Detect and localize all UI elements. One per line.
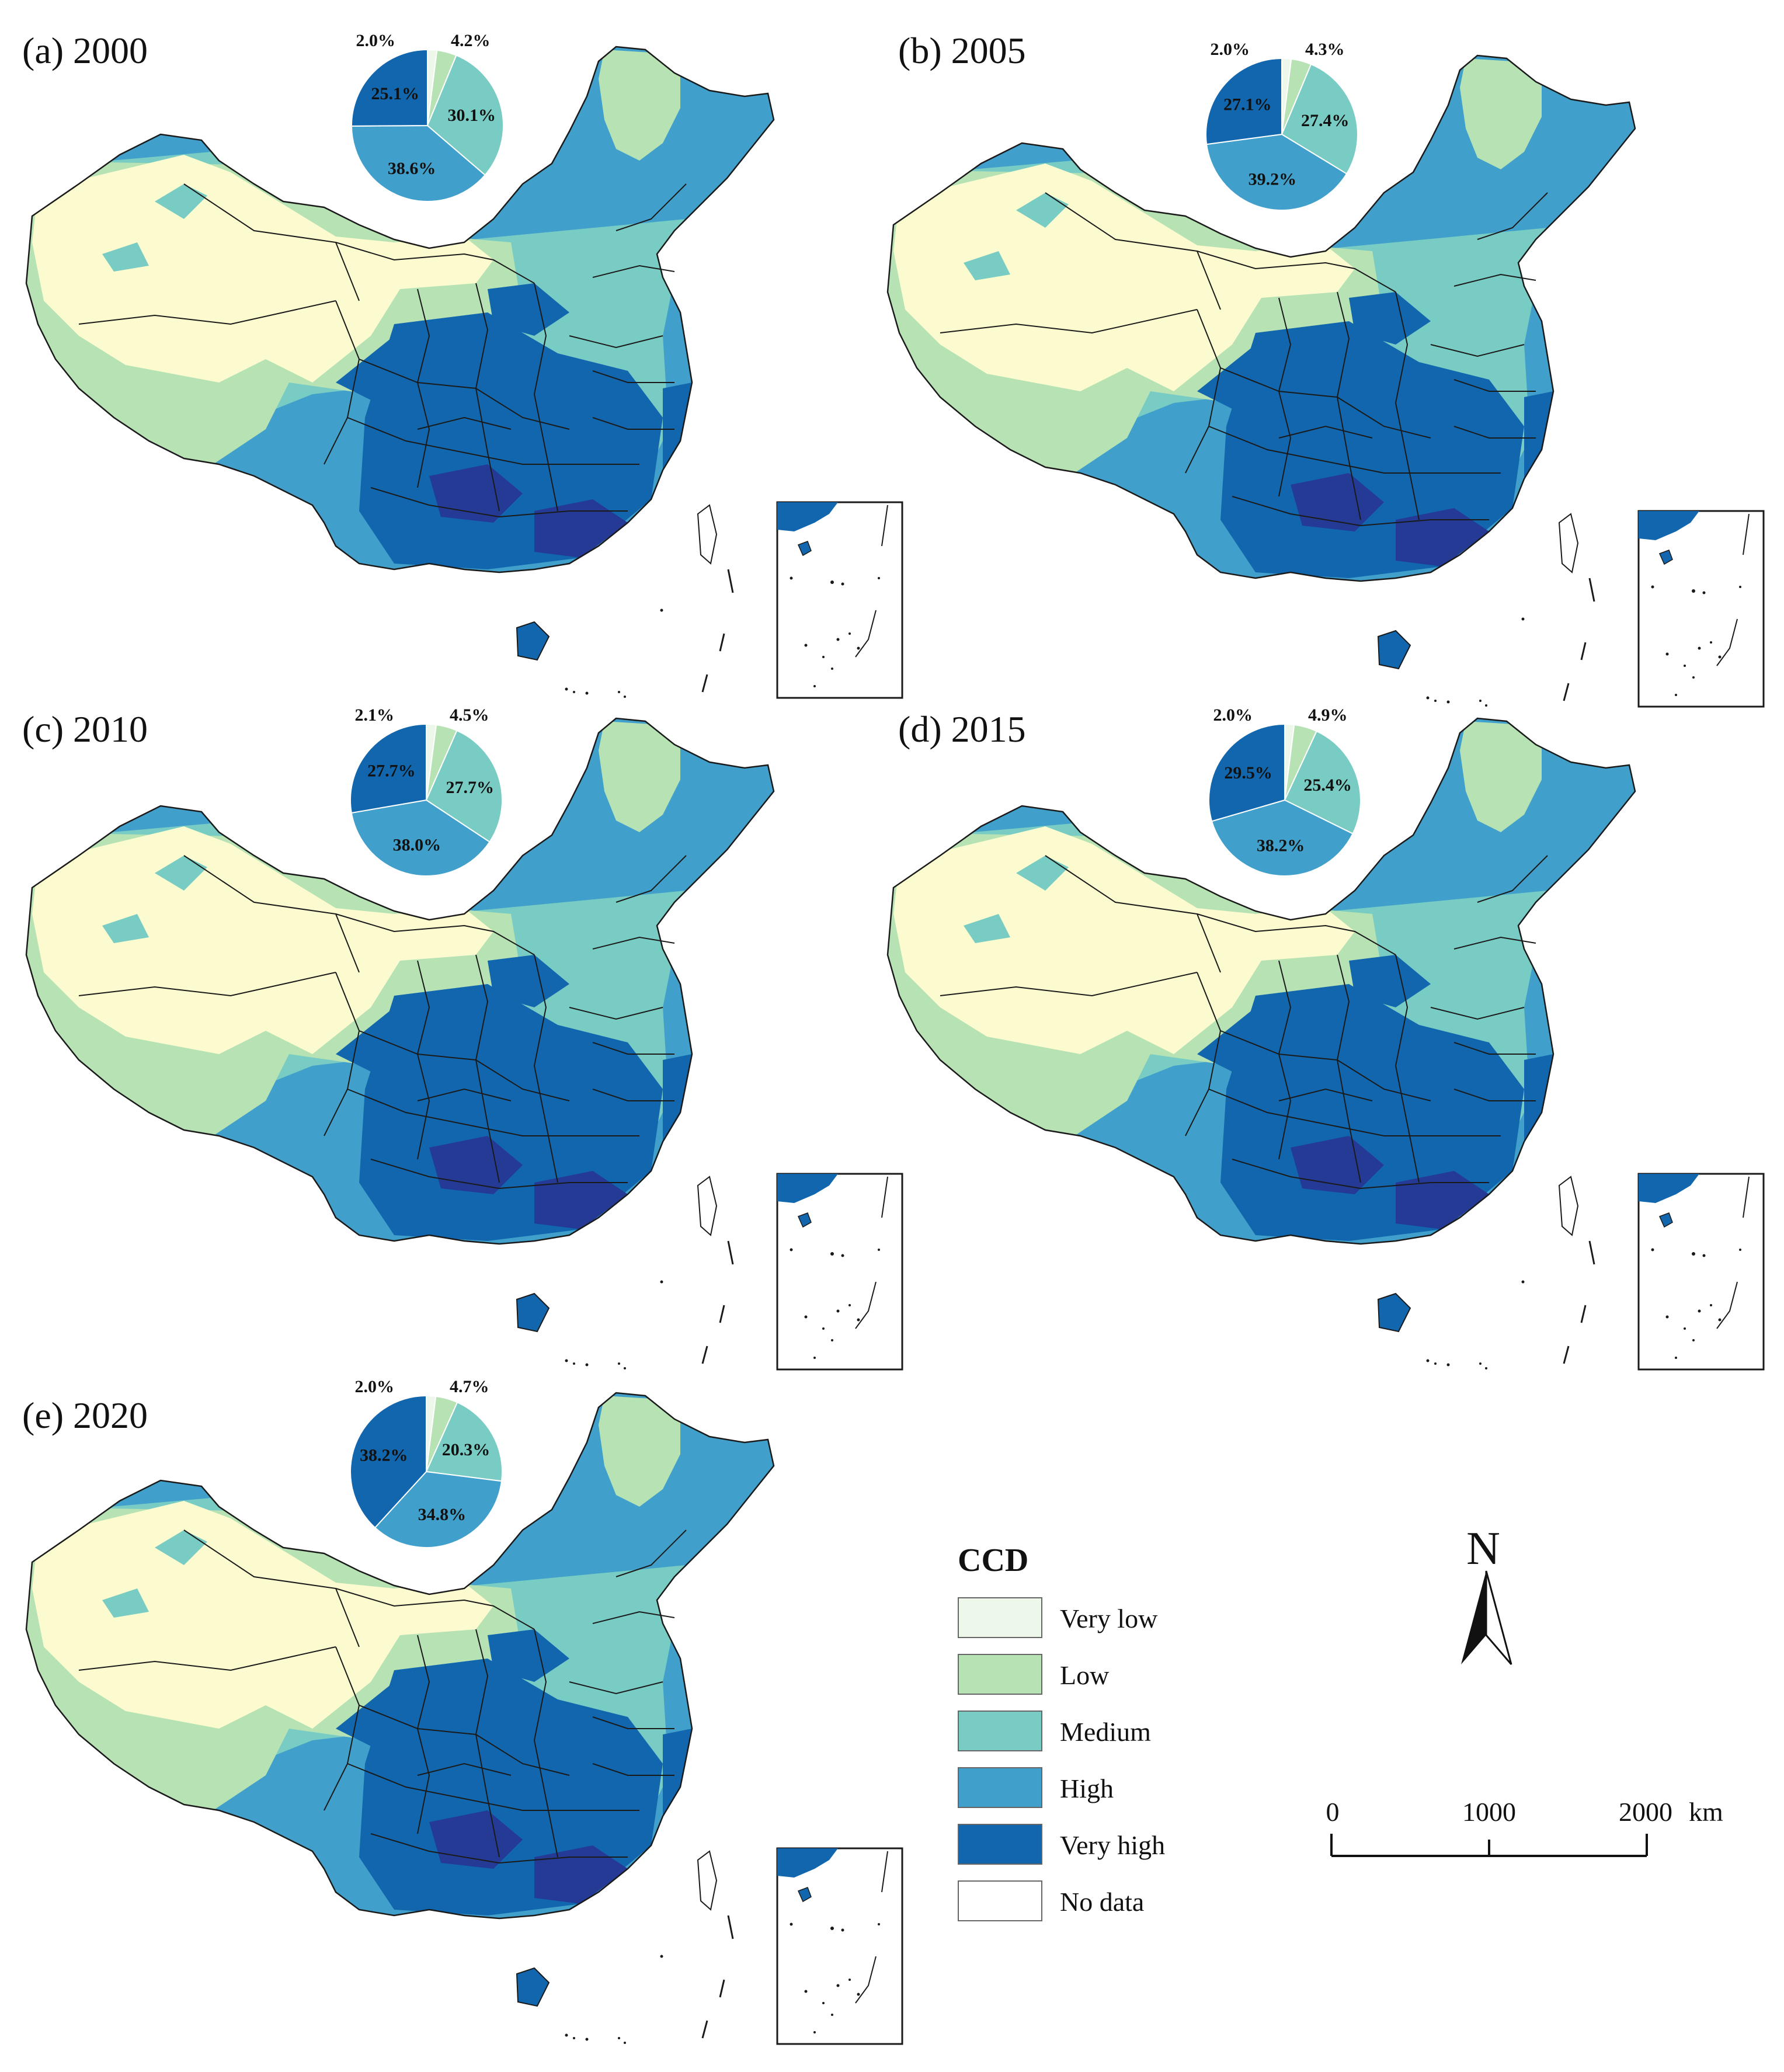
pie-label: 27.1% [1223, 95, 1272, 114]
pie-label: 25.1% [371, 84, 419, 103]
pie-chart-2010: 2.1% 4.5% 27.7% 38.0% 27.7% [350, 705, 503, 877]
pie-label: 4.9% [1308, 705, 1348, 725]
panel-label-a: (a) 2000 [22, 30, 148, 71]
legend: CCD Very low Low Medium High Very high N… [958, 1542, 1250, 1927]
pie-label: 27.7% [446, 778, 495, 797]
pie-label: 38.2% [1257, 836, 1305, 856]
legend-item-low: Low [958, 1654, 1250, 1698]
scale-tick-1000: 1000 [1462, 1797, 1516, 1827]
pie-label: 2.0% [1213, 705, 1253, 725]
pie-chart-2000: 2.0% 4.2% 30.1% 38.6% 25.1% [350, 31, 504, 203]
pie-slice-very-high [1208, 723, 1285, 822]
pie-slice-medium [425, 1402, 503, 1482]
pie-label: 29.5% [1224, 763, 1272, 783]
legend-label: Very high [1060, 1830, 1166, 1860]
pie-label: 38.0% [393, 835, 441, 854]
scale-unit: km [1689, 1797, 1723, 1827]
panel-label-e: (e) 2020 [22, 1395, 148, 1436]
north-arrow: N [1461, 1523, 1512, 1665]
pie-label: 39.2% [1249, 169, 1297, 189]
pie-slice-high [1206, 133, 1348, 211]
legend-label: Very low [1060, 1604, 1158, 1633]
legend-item-very-low: Very low [958, 1597, 1250, 1642]
pie-label: 38.6% [388, 159, 436, 178]
pie-slice-medium [426, 54, 504, 176]
pie-label: 20.3% [442, 1440, 491, 1459]
pie-slice-medium [425, 729, 503, 843]
pie-chart-2005: 2.0% 4.3% 27.4% 39.2% 27.1% [1205, 40, 1358, 211]
pie-slice-very-high [350, 48, 428, 127]
pie-slice-medium [1284, 730, 1361, 835]
legend-swatch [958, 1654, 1042, 1695]
pie-label: 4.2% [451, 31, 491, 50]
panel-label-c: (c) 2010 [22, 708, 148, 750]
legend-swatch [958, 1880, 1042, 1921]
panel-label-b: (b) 2005 [898, 30, 1026, 71]
legend-swatch [958, 1767, 1042, 1808]
north-arrow-label: N [1466, 1523, 1500, 1574]
pie-slice-very-high [1205, 57, 1282, 145]
legend-label: High [1060, 1774, 1114, 1803]
legend-item-medium: Medium [958, 1711, 1250, 1755]
legend-title: CCD [958, 1542, 1029, 1579]
pie-chart-2015: 2.0% 4.9% 25.4% 38.2% 29.5% [1208, 705, 1361, 877]
panel-label-d: (d) 2015 [898, 708, 1026, 750]
legend-swatch [958, 1711, 1042, 1751]
scale-bar: 0 1000 2000 km [1326, 1797, 1723, 1857]
scale-bar-line [1330, 1834, 1648, 1857]
legend-item-high: High [958, 1767, 1250, 1812]
pie-slice-high [350, 799, 491, 877]
legend-swatch [958, 1597, 1042, 1638]
pie-slice-very-high [350, 1395, 427, 1529]
pie-label: 27.4% [1301, 111, 1350, 130]
pie-label: 34.8% [418, 1505, 467, 1524]
pie-label: 27.7% [367, 762, 416, 781]
legend-label: Medium [1060, 1717, 1151, 1747]
pie-label: 38.2% [360, 1446, 408, 1465]
pie-slice-medium [1281, 63, 1358, 175]
pie-slice-very-high [350, 723, 427, 814]
pie-chart-2020: 2.0% 4.7% 20.3% 34.8% 38.2% [350, 1377, 503, 1548]
pie-label: 4.7% [450, 1377, 489, 1396]
legend-swatch [958, 1824, 1042, 1865]
pie-label: 4.3% [1305, 40, 1345, 59]
pie-label: 2.0% [1211, 40, 1250, 59]
north-arrow-icon [1461, 1571, 1486, 1664]
pie-label: 30.1% [448, 106, 496, 125]
legend-item-no-data: No data [958, 1880, 1250, 1925]
pie-label: 2.1% [355, 705, 395, 725]
pie-slice-high [374, 1470, 503, 1548]
pie-slice-high [350, 124, 486, 203]
scale-tick-0: 0 [1326, 1797, 1340, 1827]
pie-slice-high [1211, 799, 1354, 877]
pie-label: 25.4% [1303, 776, 1352, 795]
pie-label: 2.0% [355, 1377, 395, 1396]
legend-label: No data [1060, 1887, 1145, 1917]
pie-label: 4.5% [450, 705, 489, 725]
legend-item-very-high: Very high [958, 1824, 1250, 1868]
scale-tick-2000: 2000 [1619, 1797, 1672, 1827]
legend-label: Low [1060, 1660, 1110, 1690]
pie-label: 2.0% [356, 31, 396, 50]
